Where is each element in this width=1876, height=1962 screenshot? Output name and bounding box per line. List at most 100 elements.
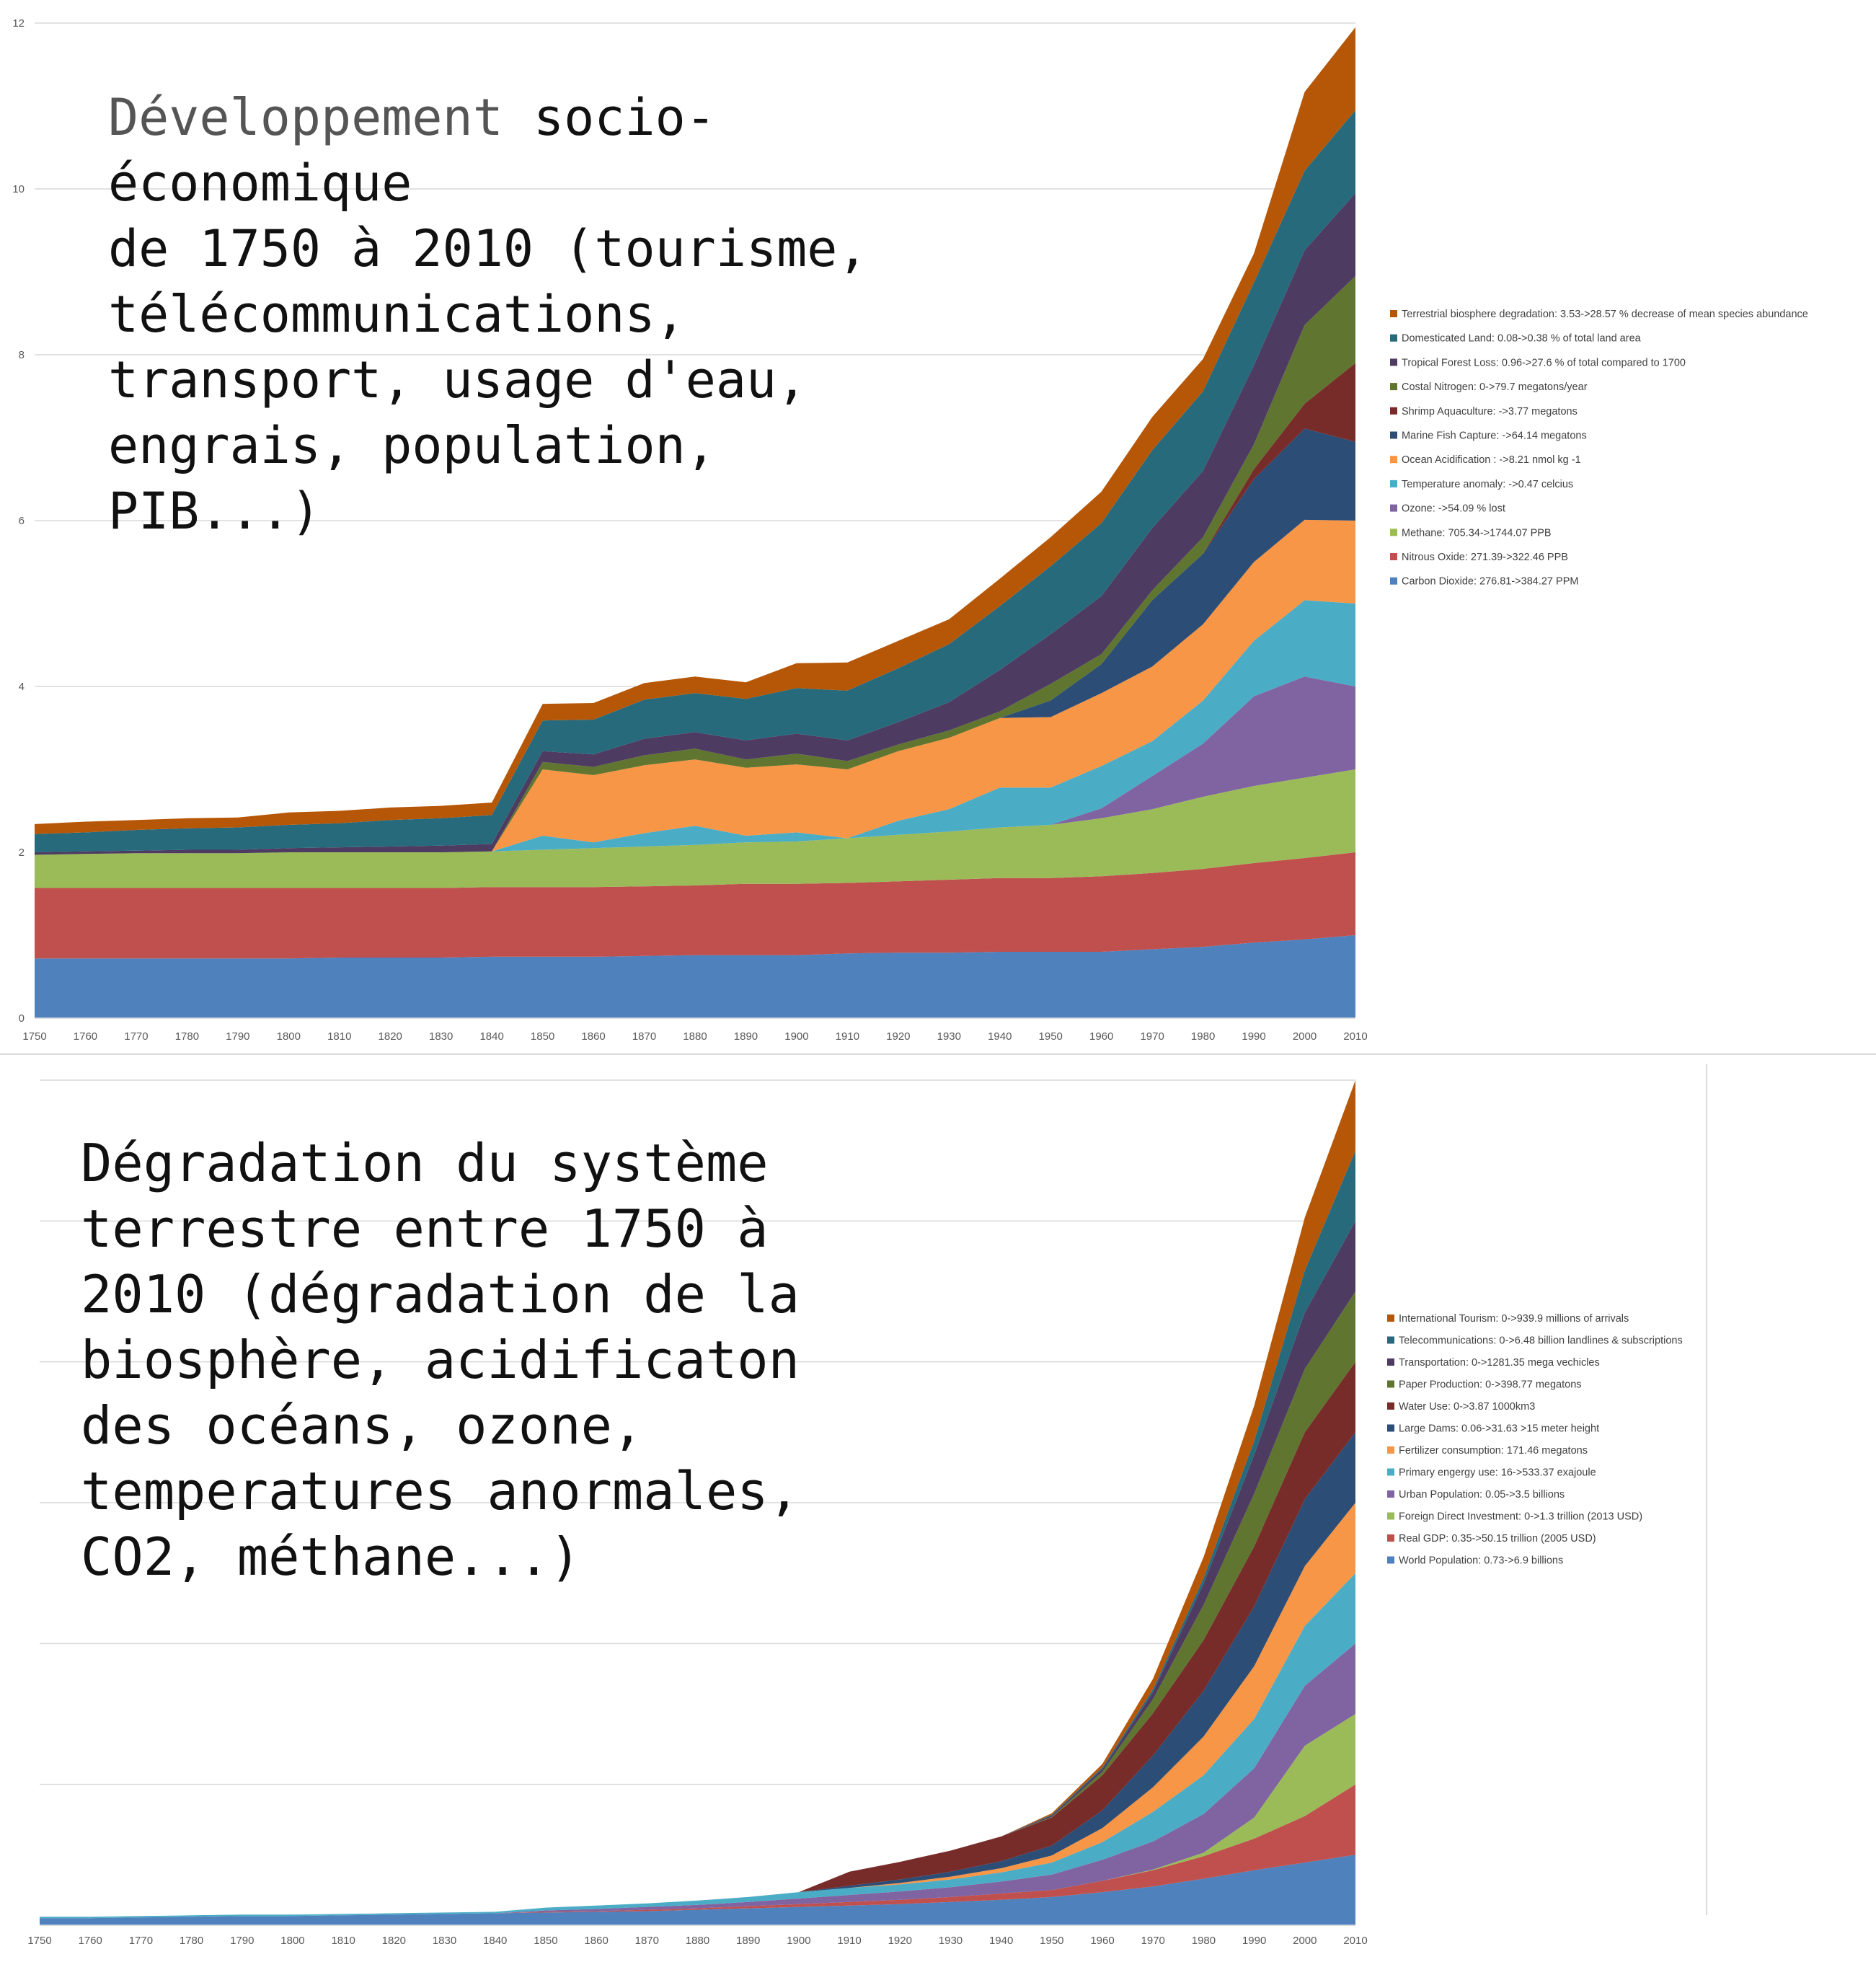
- chart-title-line-6: engrais, population,: [108, 416, 716, 475]
- x-tick-label: 1820: [379, 1030, 402, 1043]
- x-tick-label: 1860: [584, 1935, 608, 1947]
- x-tick-label: 2000: [1293, 1030, 1317, 1043]
- x-tick-label: 2010: [1343, 1030, 1367, 1043]
- y-tick-label: 4: [19, 681, 25, 693]
- legend-swatch: [1387, 1402, 1394, 1410]
- legend-swatch: [1390, 529, 1397, 536]
- chart-title-socioeconomic: Développement socio-économique de 1750 à …: [108, 85, 868, 544]
- x-tick-label: 1870: [632, 1030, 656, 1043]
- stacked-area-chart-socioeconomic: 0 2 4 6 8 10 12 1750 1760 1770 1780 1790 1800 1810 182…: [12, 17, 1808, 1043]
- legend-entry: Terrestrial biosphere degradation: 3.53-…: [1402, 309, 1808, 320]
- chart-title-line-2: terrestre entre 1750 à: [81, 1198, 769, 1259]
- legend-entry: Fertilizer consumption: 171.46 megatons: [1399, 1445, 1588, 1457]
- legend-entry: Foreign Direct Investment: 0->1.3 trilli…: [1399, 1511, 1642, 1523]
- legend-swatch: [1390, 553, 1397, 560]
- area-series-nitrous-oxide-271-39-322-46-ppb: [35, 852, 1355, 959]
- x-tick-label: 1960: [1089, 1030, 1113, 1043]
- legend-swatch: [1387, 1556, 1394, 1564]
- legend-swatch: [1387, 1336, 1394, 1344]
- y-tick-label: 2: [19, 847, 25, 859]
- x-tick-label: 1930: [939, 1935, 963, 1947]
- area-layers: [40, 1080, 1355, 1925]
- legend-entry: Ocean Acidification : ->8.21 nmol kg -1: [1402, 454, 1581, 466]
- legend-swatch: [1390, 480, 1397, 487]
- x-tick-label: 1890: [734, 1030, 758, 1043]
- area-series-ocean-acidification-8-21-nmol-kg-1: [35, 519, 1355, 855]
- x-tick-label: 1860: [581, 1030, 605, 1043]
- x-tick-label: 1770: [129, 1935, 153, 1947]
- legend-entry: Methane: 705.34->1744.07 PPB: [1402, 527, 1552, 539]
- legend-swatch: [1387, 1314, 1394, 1322]
- legend-swatch: [1387, 1380, 1394, 1388]
- legend-entry: Nitrous Oxide: 271.39->322.46 PPB: [1402, 552, 1568, 563]
- x-tick-label: 1890: [736, 1935, 760, 1947]
- legend-entry: Real GDP: 0.35->50.15 trillion (2005 USD…: [1399, 1533, 1596, 1545]
- chart-title-line-4: télécommunications,: [108, 285, 686, 344]
- x-axis-ticks: 1750 1760 1770 1780 1790 1800 1810 1820 1830 1840…: [27, 1935, 1367, 1947]
- x-tick-label: 1980: [1192, 1935, 1216, 1947]
- legend-entry: Paper Production: 0->398.77 megatons: [1399, 1379, 1582, 1391]
- area-series-carbon-dioxide-276-81-384-27-ppm: [35, 935, 1355, 1018]
- chart-title-line-2: économique: [108, 154, 412, 213]
- y-axis-ticks: 0 2 4 6 8 10 12: [12, 17, 25, 1025]
- panel-divider: [0, 1053, 1876, 1055]
- area-series-methane-705-34-1744-07-ppb: [35, 769, 1355, 888]
- legend: International Tourism: 0->939.9 millions…: [1387, 1313, 1683, 1567]
- chart-title-line-5: des océans, ozone,: [81, 1395, 644, 1456]
- legend-swatch: [1390, 456, 1397, 464]
- chart-title-line-3: 2010 (dégradation de la: [81, 1264, 800, 1325]
- x-tick-label: 2010: [1343, 1935, 1367, 1947]
- legend-entry: Transportation: 0->1281.35 mega vechicle…: [1399, 1357, 1600, 1369]
- legend-swatch: [1390, 504, 1397, 512]
- x-tick-label: 1840: [483, 1935, 507, 1947]
- x-tick-label: 1880: [686, 1935, 709, 1947]
- legend-entry: Shrimp Aquaculture: ->3.77 megatons: [1402, 406, 1578, 417]
- area-series-domesticated-land-0-08-0-38-of-total-lan: [35, 110, 1355, 853]
- legend-entry: Telecommunications: 0->6.48 billion land…: [1399, 1335, 1683, 1347]
- chart-title-line-6: temperatures anormales,: [81, 1461, 800, 1521]
- x-tick-label: 1960: [1090, 1935, 1114, 1947]
- chart-title-line-7: CO2, méthane...): [81, 1526, 581, 1587]
- x-tick-label: 1790: [230, 1935, 254, 1947]
- legend-entry: Carbon Dioxide: 276.81->384.27 PPM: [1402, 576, 1578, 588]
- x-tick-label: 1750: [27, 1935, 51, 1947]
- legend-swatch: [1387, 1446, 1394, 1454]
- chart-frame-right: [1706, 1064, 1707, 1915]
- y-tick-label: 10: [12, 183, 25, 195]
- x-tick-label: 1780: [180, 1935, 203, 1947]
- legend-swatch: [1390, 358, 1397, 366]
- x-tick-label: 1750: [22, 1030, 46, 1043]
- x-tick-label: 1830: [433, 1935, 456, 1947]
- legend-entry: Tropical Forest Loss: 0.96->27.6 % of to…: [1402, 357, 1686, 368]
- x-tick-label: 1950: [1040, 1935, 1063, 1947]
- area-series-temperature-anomaly-0-47-celcius: [35, 600, 1355, 855]
- legend-entry: Urban Population: 0.05->3.5 billions: [1399, 1489, 1565, 1501]
- x-tick-label: 1900: [787, 1935, 810, 1947]
- stacked-area-chart-earth-system: 1750 1760 1770 1780 1790 1800 1810 1820 1830 1840…: [27, 1079, 1683, 1947]
- legend-swatch: [1387, 1424, 1394, 1432]
- x-tick-label: 1980: [1191, 1030, 1215, 1043]
- x-tick-label: 1850: [534, 1935, 557, 1947]
- legend-swatch: [1387, 1534, 1394, 1542]
- area-series-tropical-forest-loss-0-96-27-6-of-total-: [35, 193, 1355, 855]
- legend-swatch: [1390, 577, 1397, 585]
- x-tick-label: 1970: [1140, 1030, 1164, 1043]
- legend-entry: Large Dams: 0.06->31.63 >15 meter height: [1399, 1423, 1599, 1435]
- x-tick-label: 1800: [280, 1935, 304, 1947]
- x-tick-label: 1760: [79, 1935, 102, 1947]
- x-tick-label: 1910: [836, 1030, 859, 1043]
- legend-entry: Primary engergy use: 16->533.37 exajoule: [1399, 1467, 1596, 1479]
- x-tick-label: 1920: [888, 1935, 912, 1947]
- x-tick-label: 1990: [1242, 1030, 1265, 1043]
- x-tick-label: 1880: [683, 1030, 707, 1043]
- x-tick-label: 1990: [1242, 1935, 1266, 1947]
- x-tick-label: 1780: [175, 1030, 199, 1043]
- x-tick-label: 1970: [1141, 1935, 1165, 1947]
- x-tick-label: 1800: [277, 1030, 301, 1043]
- x-tick-label: 1870: [635, 1935, 659, 1947]
- legend-swatch: [1387, 1512, 1394, 1520]
- x-tick-label: 1950: [1039, 1030, 1063, 1043]
- area-layers: [35, 27, 1355, 1018]
- y-tick-label: 8: [19, 349, 25, 361]
- x-tick-label: 1840: [479, 1030, 503, 1043]
